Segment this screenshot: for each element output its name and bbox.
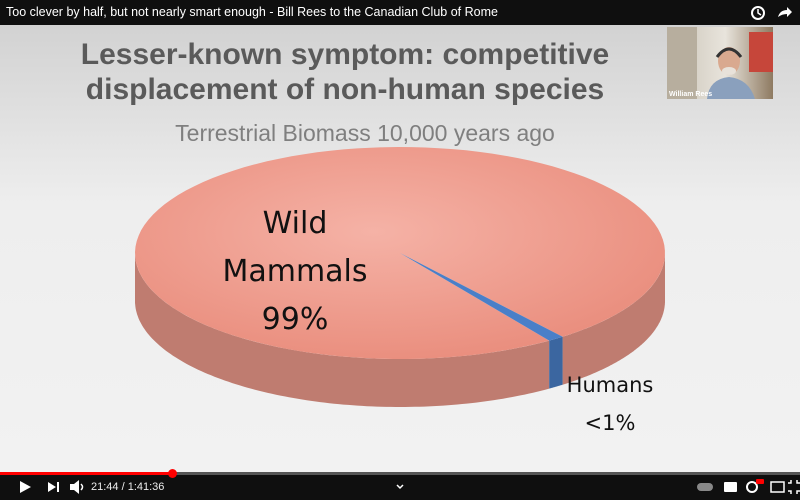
pie-slice-side bbox=[562, 253, 665, 385]
control-icons bbox=[20, 479, 800, 494]
play-button[interactable] bbox=[20, 481, 31, 493]
progress-handle[interactable] bbox=[168, 469, 177, 478]
chapters-chevron[interactable] bbox=[396, 484, 404, 490]
share-icon[interactable] bbox=[778, 7, 792, 17]
chart-subtitle: Terrestrial Biomass 10,000 years ago bbox=[175, 120, 555, 146]
player-controls: 21:44 / 1:41:36 bbox=[0, 469, 800, 500]
progress-played bbox=[0, 472, 172, 475]
speaker-name: William Rees bbox=[669, 91, 713, 98]
top-icons bbox=[751, 6, 792, 20]
next-button[interactable] bbox=[48, 482, 59, 492]
pie-slice bbox=[135, 147, 665, 359]
slice-value-label: <1% bbox=[584, 411, 636, 435]
miniplayer-button[interactable] bbox=[770, 481, 785, 493]
video-title: Too clever by half, but not nearly smart… bbox=[0, 0, 800, 25]
pie-slice-side bbox=[135, 253, 550, 407]
webcam-inset: William Rees bbox=[667, 27, 773, 99]
watch-later-icon[interactable] bbox=[751, 6, 765, 20]
slide-title: Lesser-known symptom: competitive displa… bbox=[80, 38, 610, 106]
fullscreen-button[interactable] bbox=[788, 480, 800, 494]
video-time: 21:44 / 1:41:36 bbox=[91, 481, 165, 493]
progress-track[interactable] bbox=[0, 472, 800, 475]
pie-slice-side bbox=[549, 336, 563, 389]
autoplay-toggle[interactable] bbox=[697, 483, 713, 491]
webcam-image bbox=[667, 27, 773, 99]
slide: Lesser-known symptom: competitive displa… bbox=[0, 25, 800, 474]
pie-chart bbox=[135, 147, 665, 407]
slice-label: Humans bbox=[566, 373, 654, 397]
settings-button[interactable] bbox=[746, 481, 758, 493]
slice-label: Wild Mammals bbox=[222, 206, 368, 289]
volume-button[interactable] bbox=[70, 480, 79, 494]
slice-value-label: 99% bbox=[261, 302, 329, 337]
captions-button[interactable] bbox=[724, 482, 737, 492]
pie-slice bbox=[400, 253, 563, 341]
